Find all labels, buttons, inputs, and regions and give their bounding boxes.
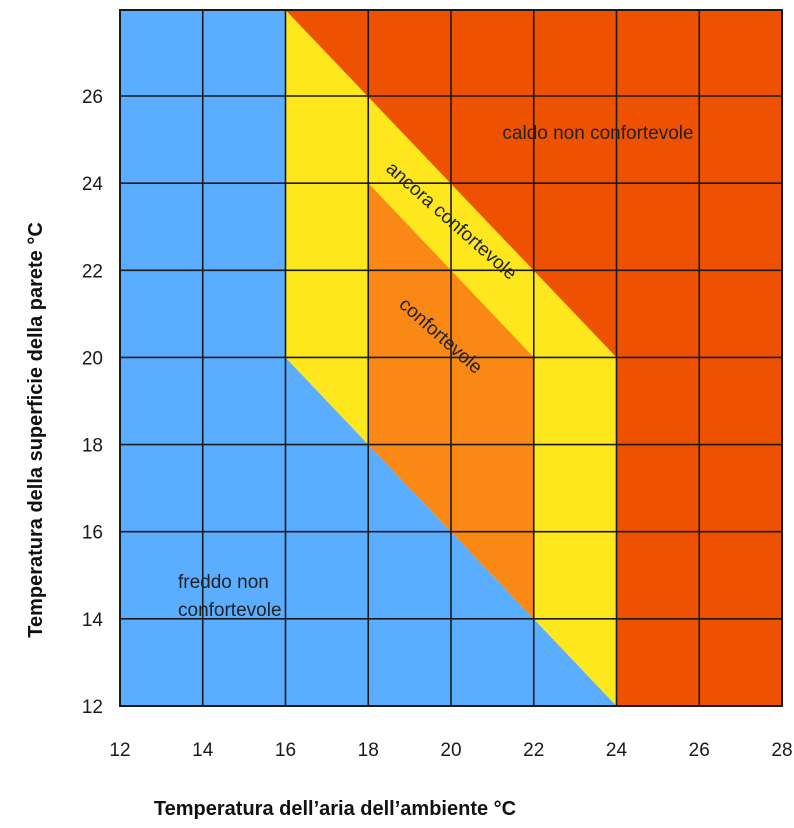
x-tick-label: 14 (192, 740, 214, 761)
y-tick-label: 18 (82, 436, 103, 457)
x-tick-label: 28 (771, 740, 792, 761)
x-tick-label: 18 (358, 740, 379, 761)
y-axis-ticks: 12 14 16 18 20 22 24 26 (82, 87, 104, 718)
y-axis-label: Temperatura della superficie della paret… (25, 222, 47, 638)
y-tick-label: 12 (82, 697, 103, 718)
zone-label-freddo-non-confortevole: freddo non confortevole (178, 572, 282, 621)
y-tick-label: 26 (82, 87, 103, 108)
grid-layer (119, 9, 783, 707)
x-tick-label: 26 (689, 740, 710, 761)
y-tick-label: 20 (82, 348, 103, 369)
y-tick-label: 16 (82, 523, 103, 544)
y-tick-label: 22 (82, 261, 103, 282)
x-tick-label: 16 (275, 740, 296, 761)
x-tick-label: 24 (606, 740, 628, 761)
plot-frame (119, 9, 783, 707)
x-tick-label: 20 (440, 740, 461, 761)
x-tick-label: 22 (523, 740, 544, 761)
y-tick-label: 24 (82, 174, 104, 195)
x-axis-label: Temperatura dell’aria dell’ambiente °C (154, 798, 516, 820)
zone-label-caldo-non-confortevole: caldo non confortevole (502, 123, 693, 144)
x-axis-ticks: 12 14 16 18 20 22 24 26 28 (109, 740, 792, 761)
y-tick-label: 14 (82, 610, 104, 631)
x-tick-label: 12 (109, 740, 130, 761)
